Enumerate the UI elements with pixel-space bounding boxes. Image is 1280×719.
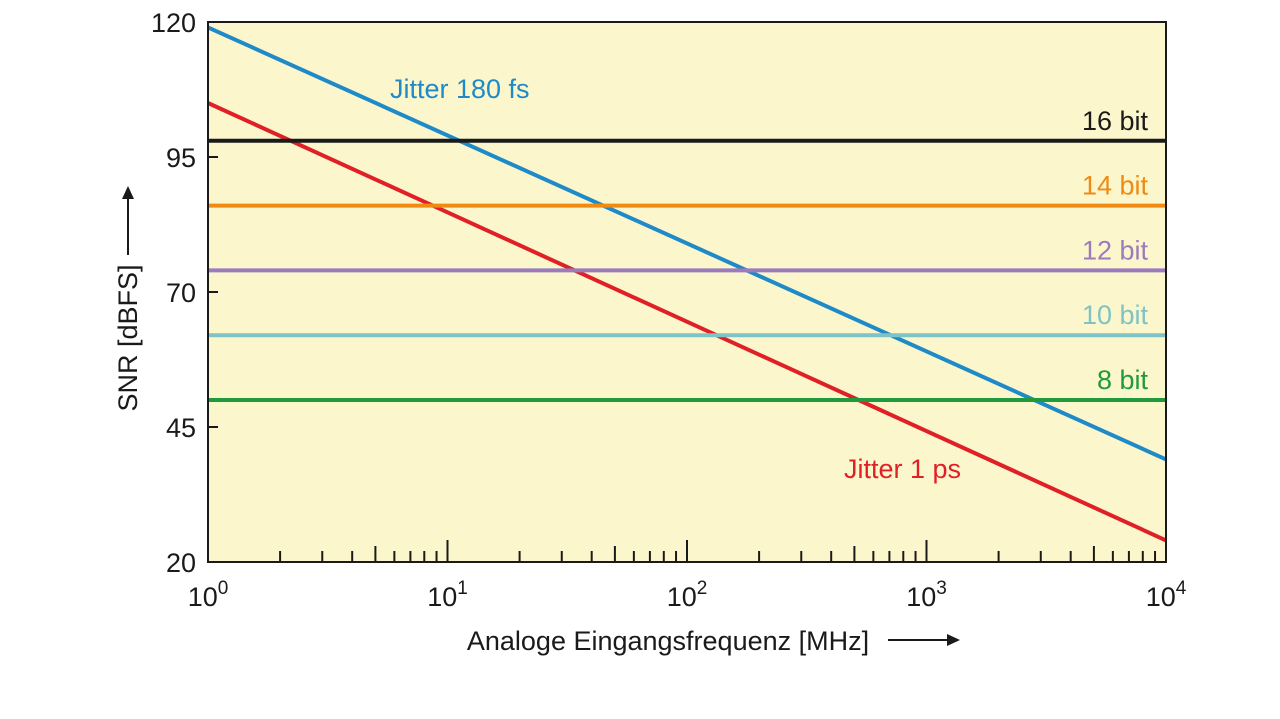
series-line-1 — [207, 101, 1167, 543]
labels: Jitter 180 fs Jitter 1 ps 16 bit 14 bit 12 b… — [151, 8, 1187, 612]
x-tick-exponent: 2 — [697, 578, 708, 599]
series-lines — [207, 25, 1167, 543]
x-tick-label: 101 — [427, 578, 468, 612]
series-label-6: 8 bit — [1097, 365, 1149, 395]
series-label-0: Jitter 180 fs — [390, 74, 530, 104]
plot-frame — [207, 21, 1167, 563]
x-tick-label: 104 — [1146, 578, 1187, 612]
x-tick-exponent: 1 — [457, 578, 468, 599]
x-tick-exponent: 4 — [1176, 578, 1187, 599]
series-label-5: 10 bit — [1082, 300, 1149, 330]
x-axis-arrow — [888, 634, 960, 646]
x-tick-label: 100 — [188, 578, 229, 612]
series-label-2: 16 bit — [1082, 106, 1149, 136]
x-tick-label: 103 — [906, 578, 947, 612]
y-tick-label: 20 — [166, 548, 196, 578]
y-tick-label: 70 — [166, 278, 196, 308]
series-label-1: Jitter 1 ps — [844, 454, 961, 484]
plot-area — [208, 22, 1166, 562]
series-label-3: 14 bit — [1082, 171, 1149, 201]
y-tick-label: 95 — [166, 143, 196, 173]
x-tick-base: 10 — [906, 582, 936, 612]
series-line-0 — [207, 25, 1167, 462]
y-tick-label: 45 — [166, 413, 196, 443]
x-tick-base: 10 — [188, 582, 218, 612]
x-tick-label: 102 — [667, 578, 708, 612]
x-tick-base: 10 — [427, 582, 457, 612]
x-tick-base: 10 — [1146, 582, 1176, 612]
x-axis-label: Analoge Eingangsfrequenz [MHz] — [467, 626, 869, 656]
x-tick-exponent: 0 — [218, 578, 229, 599]
y-tick-label: 120 — [151, 8, 196, 38]
x-tick-exponent: 3 — [936, 578, 947, 599]
x-tick-base: 10 — [667, 582, 697, 612]
series-label-4: 12 bit — [1082, 235, 1149, 265]
y-axis-arrow — [122, 186, 134, 255]
y-axis-label: SNR [dBFS] — [113, 264, 143, 411]
